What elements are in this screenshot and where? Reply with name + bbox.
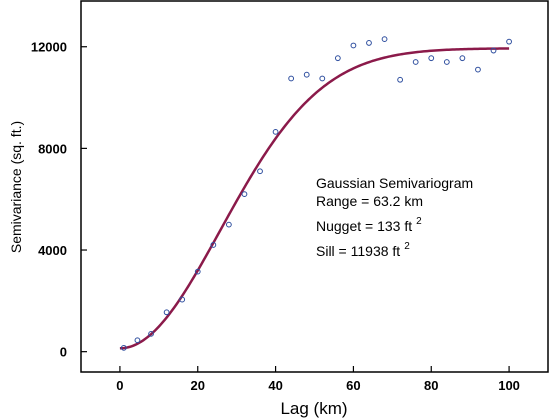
- x-tick-label: 80: [424, 378, 438, 393]
- data-point: [366, 40, 372, 46]
- annotation-range: Range = 63.2 km: [316, 193, 423, 209]
- x-tick-label: 60: [346, 378, 360, 393]
- data-point: [134, 337, 141, 344]
- y-tick-label: 12000: [31, 40, 67, 55]
- annotation-title: Gaussian Semivariogram: [316, 175, 473, 191]
- annotation-nugget-text: Nugget = 133 ft: [316, 218, 412, 234]
- x-axis-title: Lag (km): [280, 399, 347, 418]
- plot-frame: [80, 0, 549, 373]
- data-point: [179, 296, 186, 303]
- data-point: [163, 309, 170, 316]
- data-point: [350, 42, 357, 49]
- data-point: [303, 71, 310, 78]
- y-tick-label: 8000: [38, 141, 67, 156]
- data-point: [412, 59, 419, 65]
- data-point: [319, 75, 326, 82]
- data-point: [506, 38, 512, 45]
- annotation-sill-superscript: 2: [404, 241, 410, 252]
- y-tick-label: 4000: [38, 243, 67, 258]
- data-point: [443, 59, 450, 65]
- y-axis-title: Semivariance (sq. ft.): [8, 121, 24, 253]
- x-tick-label: 0: [116, 378, 123, 393]
- data-point: [241, 191, 248, 198]
- data-point: [381, 36, 388, 43]
- y-tick-label: 0: [60, 345, 67, 360]
- x-tick-label: 20: [191, 378, 205, 393]
- data-point: [397, 76, 404, 83]
- data-point: [194, 268, 201, 275]
- annotation-nugget: Nugget = 133 ft 2: [316, 216, 422, 234]
- data-point: [272, 128, 279, 135]
- data-point: [475, 66, 481, 73]
- data-point: [148, 330, 154, 337]
- data-point: [288, 75, 295, 82]
- data-point: [225, 221, 232, 228]
- data-point: [210, 242, 217, 248]
- annotation-sill-text: Sill = 11938 ft: [316, 243, 400, 259]
- y-axis: 0 4000 8000 12000: [31, 40, 87, 360]
- annotation-nugget-superscript: 2: [416, 216, 422, 227]
- x-tick-label: 100: [498, 378, 520, 393]
- annotation-sill: Sill = 11938 ft 2: [316, 241, 410, 259]
- data-point: [490, 47, 497, 54]
- data-point: [120, 344, 127, 351]
- data-point: [257, 168, 263, 175]
- data-point: [334, 55, 341, 62]
- x-tick-label: 40: [268, 378, 282, 393]
- data-point: [428, 55, 435, 62]
- gaussian-model-curve: [119, 47, 510, 350]
- data-points: [120, 36, 512, 351]
- x-axis: 0 20 40 60 80 100: [116, 366, 520, 393]
- data-point: [459, 55, 466, 62]
